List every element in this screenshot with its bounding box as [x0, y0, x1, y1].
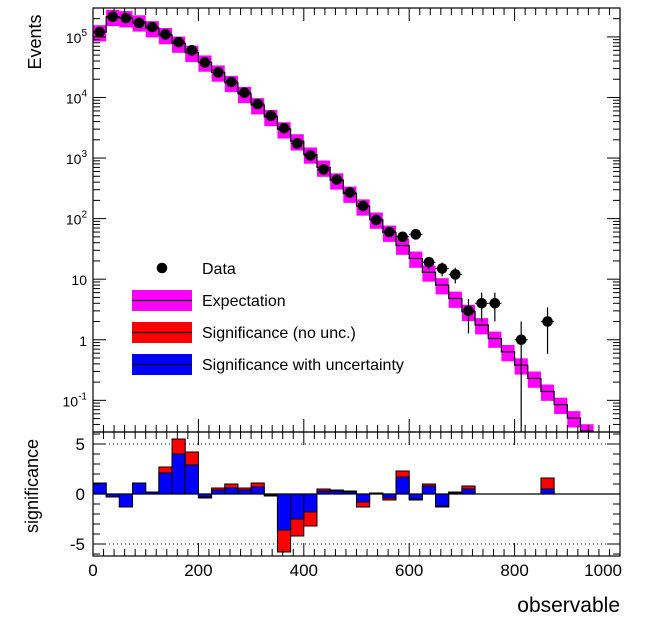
data-point	[120, 12, 132, 24]
y-tick-label: 10	[71, 272, 87, 288]
significance-with-unc-bar	[132, 482, 147, 495]
significance-with-unc-bar	[158, 472, 173, 495]
expectation-band-bin	[409, 251, 423, 268]
data-point	[344, 187, 356, 198]
data-point	[278, 122, 290, 134]
legend-label-significance-with-unc: Significance with uncertainty	[202, 357, 404, 374]
x-tick-label: 1000	[584, 561, 622, 580]
expectation-band-bin	[501, 345, 515, 362]
legend-label-expectation: Expectation	[202, 293, 286, 310]
expectation-band-bin	[567, 411, 581, 428]
x-axis-label: observable	[517, 594, 620, 617]
data-point	[331, 174, 343, 185]
significance-with-unc-bar	[118, 493, 134, 508]
data-point	[94, 26, 105, 38]
data-point	[370, 214, 382, 226]
data-point	[252, 98, 263, 110]
significance-panel: 50-50 200 400 600 800 1000 significance obser…	[22, 431, 622, 617]
legend-label-data: Data	[202, 261, 236, 278]
significance-with-unc-bar	[303, 493, 318, 513]
data-point	[463, 305, 474, 317]
significance-with-unc-bar	[421, 485, 437, 495]
significance-with-unc-bar	[540, 488, 555, 495]
data-point	[436, 263, 448, 274]
legend-label-significance-no-unc: Significance (no unc.)	[202, 325, 356, 342]
significance-with-unc-bar	[395, 476, 410, 495]
y-tick-label: 105	[66, 28, 88, 46]
x-tick-label: 800	[500, 561, 528, 580]
expectation-band-bin	[448, 291, 462, 308]
significance-with-unc-bar	[224, 487, 239, 495]
significance-with-unc-bar	[461, 488, 476, 495]
expectation-band-bin	[580, 424, 594, 432]
data-point	[397, 231, 408, 243]
significance-with-unc-bar	[276, 493, 292, 531]
significance-with-unc-bar	[250, 486, 265, 495]
sig-y-tick-label: 5	[76, 435, 85, 454]
data-point	[450, 269, 461, 280]
expectation-band-bin	[527, 371, 541, 388]
data-point	[476, 297, 487, 309]
data-point	[423, 257, 435, 268]
data-point	[212, 67, 224, 78]
y-tick-label: 10-1	[63, 391, 88, 409]
sig-y-tick-label: -5	[70, 535, 85, 554]
legend-marker-data	[156, 262, 168, 274]
data-point	[291, 138, 303, 149]
significance-with-unc-bar	[290, 493, 305, 520]
significance-with-unc-bar	[93, 482, 107, 495]
significance-with-unc-bar	[356, 493, 371, 503]
data-point	[226, 76, 237, 88]
significance-with-unc-bar	[184, 464, 199, 495]
data-point	[515, 334, 527, 346]
significance-with-unc-bar	[408, 493, 423, 500]
data-point	[133, 17, 145, 29]
expectation-band-bin	[540, 384, 555, 401]
expectation-band-bin	[488, 331, 502, 348]
y-tick-label: 104	[66, 88, 88, 106]
expectation-band-bin	[435, 278, 449, 295]
data-point	[186, 45, 198, 56]
data-point	[318, 164, 329, 175]
y-tick-label: 103	[66, 149, 88, 167]
significance-with-unc-bar	[435, 493, 450, 507]
x-tick-label: 200	[184, 561, 212, 580]
data-point	[107, 11, 119, 23]
x-tick-label: 600	[395, 561, 423, 580]
expectation-band-bin	[554, 397, 568, 414]
significance-with-unc-bar	[171, 453, 186, 495]
data-point	[357, 200, 369, 212]
x-tick-label: 0	[88, 561, 97, 580]
data-point	[239, 87, 250, 98]
y-tick-label: 102	[66, 210, 88, 228]
data-point	[199, 57, 211, 68]
data-point	[542, 316, 553, 327]
data-point	[305, 150, 316, 161]
data-point	[146, 21, 158, 33]
data-point	[265, 110, 277, 122]
x-tick-label: 400	[290, 561, 318, 580]
significance-y-axis-label: significance	[22, 439, 42, 533]
expectation-band-bin	[396, 238, 410, 255]
expectation-band-bin	[475, 318, 489, 335]
data-point	[160, 29, 171, 40]
legend: Data Expectation Significance (no unc.) …	[132, 261, 404, 375]
main-y-axis-label: Events	[25, 14, 45, 69]
data-point	[410, 229, 422, 240]
data-point	[489, 297, 501, 309]
sig-y-tick-label: 0	[76, 485, 85, 504]
expectation-band-bin	[422, 265, 436, 282]
y-tick-label: 1	[79, 333, 87, 349]
data-point	[173, 36, 184, 48]
data-point	[384, 226, 395, 238]
